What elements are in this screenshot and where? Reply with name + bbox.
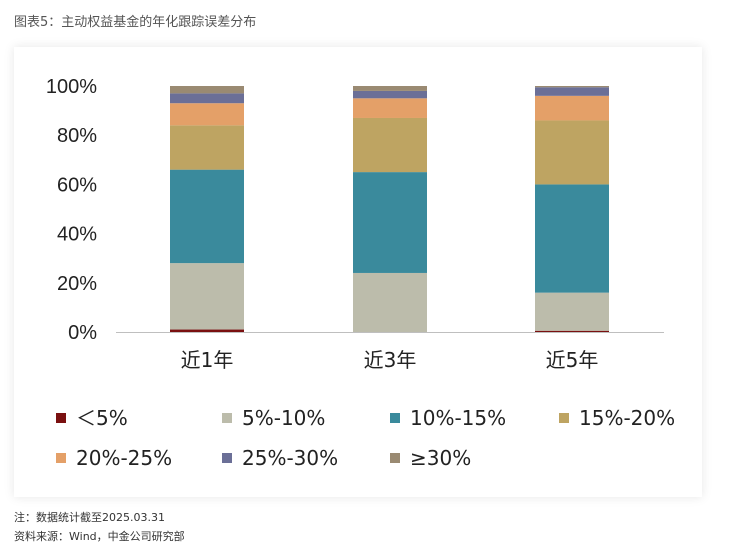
legend-label: ≥30% [410, 446, 471, 470]
bar-segment [170, 93, 244, 104]
legend-label: 20%-25% [76, 446, 172, 470]
bar-segment [353, 172, 427, 273]
bar-segment [353, 117, 427, 173]
legend-swatch [559, 413, 569, 423]
legend-label: ＜5% [76, 406, 128, 430]
stacked-bar-chart: 0% 20% 40% 60% 80% 100% 近1年 近3年 近5年 ＜5% 5%-10% 10%-… [46, 76, 675, 470]
figure-title: 图表5：主动权益基金的年化跟踪误差分布 [14, 15, 257, 30]
bar-segment [170, 86, 244, 94]
legend-label: 25%-30% [242, 446, 338, 470]
y-tick-label: 0% [68, 322, 97, 344]
bar-segment [170, 103, 244, 126]
bar-segment [535, 292, 609, 331]
bar-segment [535, 120, 609, 185]
data-note: 注：数据统计截至2025.03.31 [14, 511, 165, 524]
x-category-label: 近5年 [546, 348, 599, 372]
legend-label: 10%-15% [410, 406, 506, 430]
bar-segment [535, 95, 609, 121]
bar-segment [353, 86, 427, 91]
bar-segment [170, 263, 244, 330]
x-category-label: 近1年 [181, 348, 234, 372]
bar-segment [353, 272, 427, 332]
legend-swatch [222, 453, 232, 463]
bar-segment [535, 86, 609, 88]
chart-panel: 0% 20% 40% 60% 80% 100% 近1年 近3年 近5年 ＜5% 5%-10% 10%-… [14, 47, 702, 497]
legend-swatch [56, 453, 66, 463]
legend-swatch [390, 453, 400, 463]
bar-segment [535, 184, 609, 293]
legend-label: 5%-10% [242, 406, 325, 430]
y-tick-label: 60% [57, 174, 97, 196]
bar-segment [535, 87, 609, 96]
x-category-label: 近3年 [364, 348, 417, 372]
bar-segment [170, 169, 244, 264]
legend-label: 15%-20% [579, 406, 675, 430]
bar-segment [353, 90, 427, 99]
bar-segment [535, 330, 609, 332]
legend-swatch [390, 413, 400, 423]
legend-swatch [56, 413, 66, 423]
y-tick-label: 20% [57, 273, 97, 295]
bar-segment [170, 329, 244, 332]
source-note: 资料来源：Wind，中金公司研究部 [14, 530, 185, 543]
y-tick-label: 80% [57, 125, 97, 147]
bar-segment [170, 125, 244, 170]
legend-swatch [222, 413, 232, 423]
y-tick-label: 100% [46, 76, 97, 98]
y-tick-label: 40% [57, 224, 97, 246]
bar-segment [353, 98, 427, 118]
